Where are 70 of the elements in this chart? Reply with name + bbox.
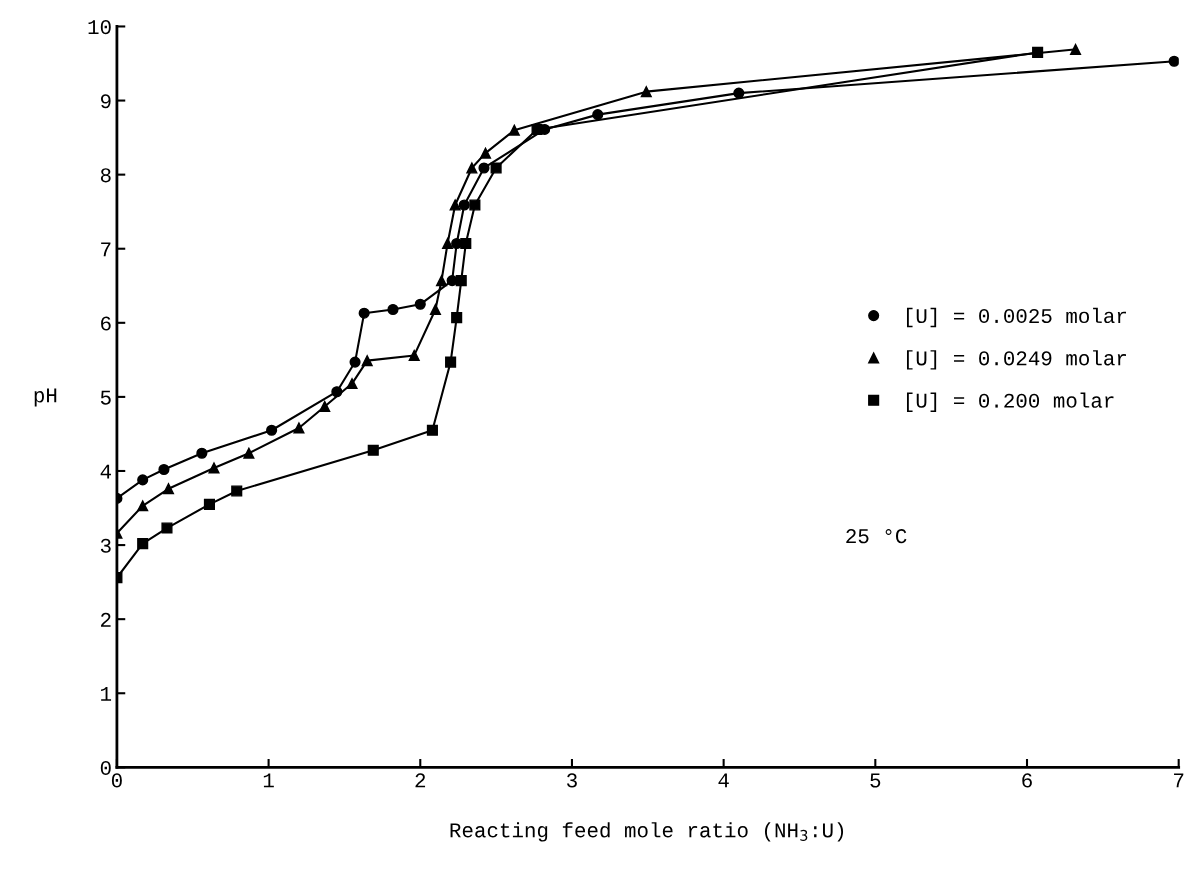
x-tick-label: 5 bbox=[870, 773, 881, 788]
point bbox=[531, 123, 543, 135]
point bbox=[319, 400, 331, 413]
point bbox=[733, 87, 745, 99]
point bbox=[479, 147, 492, 159]
point bbox=[349, 356, 361, 368]
point bbox=[592, 109, 604, 121]
x-axis-title: Reacting feed mole ratio (NH$_{3}$:U) bbox=[450, 822, 844, 842]
point bbox=[162, 483, 175, 495]
point bbox=[640, 86, 652, 98]
point bbox=[203, 498, 215, 510]
point bbox=[455, 275, 467, 287]
point bbox=[208, 462, 220, 474]
point bbox=[161, 522, 173, 534]
point bbox=[466, 162, 478, 174]
point bbox=[429, 303, 442, 316]
point bbox=[478, 162, 490, 174]
legend-label: [U] = 0.0025 molar bbox=[906, 307, 1126, 328]
point bbox=[387, 303, 399, 316]
y-tick-label: 3 bbox=[100, 538, 111, 553]
x-tick-label: 4 bbox=[718, 773, 729, 788]
point bbox=[458, 199, 470, 211]
x-tick-label: 6 bbox=[1022, 773, 1032, 788]
x-tick-label: 2 bbox=[415, 773, 426, 788]
y-tick-label: 4 bbox=[100, 464, 111, 479]
point bbox=[243, 447, 255, 459]
point bbox=[451, 312, 463, 324]
y-tick-label: 8 bbox=[100, 168, 111, 183]
legend-label: [U] = 0.200 molar bbox=[906, 392, 1114, 412]
y-axis-title: pH bbox=[34, 388, 57, 407]
y-tick-label: 6 bbox=[101, 316, 111, 331]
point bbox=[293, 422, 305, 434]
point bbox=[426, 424, 438, 436]
point bbox=[231, 485, 243, 497]
point bbox=[358, 307, 370, 319]
point bbox=[346, 378, 358, 390]
point bbox=[361, 355, 373, 367]
point bbox=[508, 124, 520, 136]
point bbox=[1168, 55, 1179, 67]
point bbox=[442, 237, 454, 250]
point bbox=[137, 500, 149, 512]
point bbox=[469, 199, 481, 211]
x-tick-label: 7 bbox=[1174, 773, 1184, 788]
point bbox=[414, 298, 426, 310]
y-tick-label: 5 bbox=[100, 390, 111, 405]
point bbox=[137, 474, 149, 486]
point bbox=[367, 444, 379, 456]
point bbox=[1032, 46, 1044, 58]
point bbox=[445, 356, 457, 368]
x-tick-label: 0 bbox=[111, 773, 122, 788]
x-tick-label: 3 bbox=[567, 773, 577, 788]
y-tick-label: 1 bbox=[101, 687, 112, 701]
y-tick-label: 2 bbox=[101, 612, 111, 627]
annotation: 25 °C bbox=[846, 529, 907, 544]
point bbox=[460, 237, 472, 250]
y-tick-label: 10 bbox=[88, 20, 111, 35]
point bbox=[266, 424, 278, 436]
legend-label: [U] = 0.0249 molar bbox=[906, 350, 1126, 370]
x-tick-label: 1 bbox=[263, 773, 274, 788]
point bbox=[1069, 43, 1082, 55]
point bbox=[137, 538, 149, 550]
point bbox=[158, 463, 170, 476]
y-tick-label: 0 bbox=[100, 760, 111, 776]
point bbox=[490, 162, 502, 174]
y-tick-label: 9 bbox=[100, 94, 111, 109]
point bbox=[196, 447, 208, 459]
point bbox=[408, 349, 420, 361]
point bbox=[449, 199, 461, 211]
point bbox=[435, 275, 448, 287]
y-tick-label: 7 bbox=[101, 242, 111, 257]
